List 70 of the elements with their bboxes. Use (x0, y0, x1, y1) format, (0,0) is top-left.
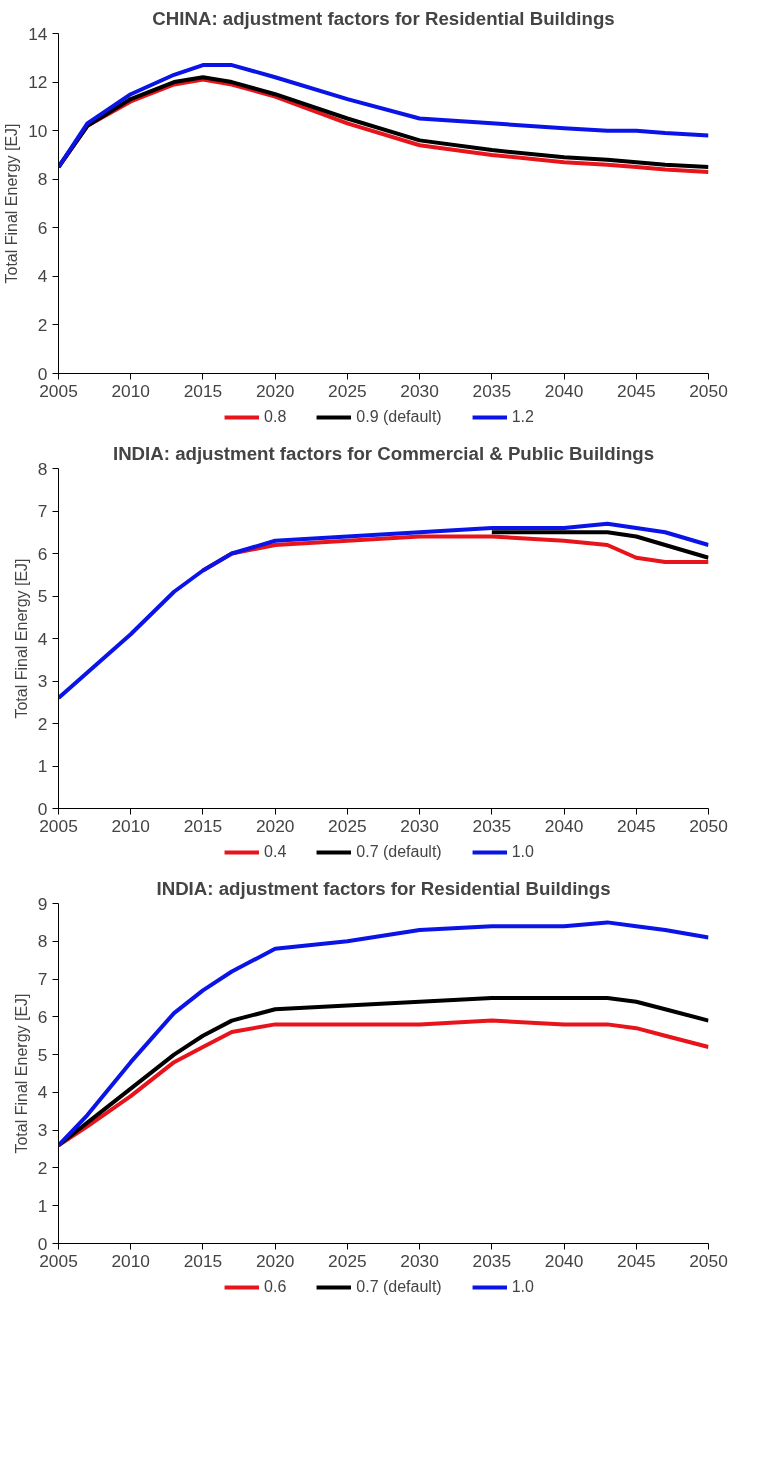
y-tick-label: 6 (37, 217, 48, 238)
x-tick-label: 2040 (544, 380, 584, 401)
x-tick-label: 2035 (472, 1250, 512, 1271)
x-tick-label: 2050 (689, 380, 728, 401)
y-tick-label: 5 (37, 1044, 48, 1065)
y-tick-label: 7 (37, 501, 48, 521)
x-tick-label: 2050 (689, 815, 728, 836)
x-tick-label: 2010 (111, 1250, 151, 1271)
y-tick-label: 8 (37, 169, 48, 190)
legend-label: 0.4 (264, 843, 287, 861)
line-series (489, 530, 709, 560)
x-tick-label: 2020 (255, 815, 295, 836)
y-tick-label: 7 (37, 969, 48, 990)
chart-title: INDIA: adjustment factors for Commercial & Public Buildings (112, 442, 655, 464)
x-tick-label: 2050 (689, 1250, 728, 1271)
y-tick-label: 9 (37, 893, 48, 914)
x-tick-label: 2040 (544, 815, 584, 836)
x-tick-label: 2035 (472, 380, 512, 401)
y-tick-label: 6 (37, 543, 48, 564)
chart-title: INDIA: adjustment factors for Residential Buildings (156, 877, 611, 899)
legend-label: 0.7 (default) (356, 1278, 442, 1296)
legend-label: 0.9 (default) (356, 408, 442, 426)
y-tick-label: 8 (37, 458, 48, 479)
legend-label: 0.8 (264, 408, 287, 426)
x-tick-label: 2040 (544, 1250, 584, 1271)
legend-label: 1.0 (511, 1278, 534, 1296)
y-tick-label: 3 (37, 671, 48, 691)
y-tick-label: 1 (37, 756, 48, 776)
x-tick-label: 2035 (472, 815, 512, 836)
x-tick-label: 2010 (111, 380, 151, 401)
x-tick-label: 2045 (617, 380, 656, 401)
y-tick-label: 14 (28, 23, 48, 44)
line-series (58, 521, 709, 700)
y-tick-label: 2 (37, 314, 48, 335)
y-tick-label: 4 (37, 628, 48, 649)
y-tick-label: 2 (37, 1157, 48, 1178)
y-tick-label: 6 (37, 1006, 48, 1027)
x-tick-label: 2010 (111, 815, 151, 836)
y-tick-label: 4 (37, 266, 48, 287)
legend-label: 0.6 (264, 1278, 287, 1296)
x-tick-label: 2020 (255, 1250, 295, 1271)
x-tick-label: 2045 (617, 1250, 656, 1271)
x-tick-label: 2025 (328, 1250, 367, 1271)
chart-title: CHINA: adjustment factors for Residential Buildings (152, 7, 615, 29)
x-tick-label: 2030 (400, 1250, 439, 1271)
x-tick-label: 2025 (328, 380, 367, 401)
legend-label: 1.2 (511, 408, 534, 426)
legend-label: 1.0 (511, 843, 534, 861)
x-tick-label: 2025 (328, 815, 367, 836)
x-tick-label: 2045 (617, 815, 656, 836)
y-tick-label: 4 (37, 1082, 48, 1103)
y-tick-label: 12 (28, 72, 48, 93)
y-axis-title: Total Final Energy [EJ] (3, 123, 21, 284)
x-tick-label: 2015 (183, 380, 223, 401)
x-tick-label: 2015 (183, 815, 223, 836)
x-tick-label: 2020 (255, 380, 295, 401)
y-axis-title: Total Final Energy [EJ] (12, 558, 30, 719)
y-tick-label: 8 (37, 931, 48, 952)
y-axis-title: Total Final Energy [EJ] (12, 993, 30, 1154)
line-series (58, 1018, 709, 1148)
line-series (58, 920, 709, 1148)
y-tick-label: 5 (37, 586, 48, 606)
y-tick-label: 3 (37, 1120, 48, 1141)
y-tick-label: 1 (37, 1195, 48, 1216)
x-tick-label: 2030 (400, 380, 439, 401)
x-tick-label: 2030 (400, 815, 439, 836)
y-tick-label: 10 (28, 120, 48, 141)
x-tick-label: 2015 (183, 1250, 223, 1271)
y-tick-label: 2 (37, 713, 48, 734)
legend-label: 0.7 (default) (356, 843, 442, 861)
